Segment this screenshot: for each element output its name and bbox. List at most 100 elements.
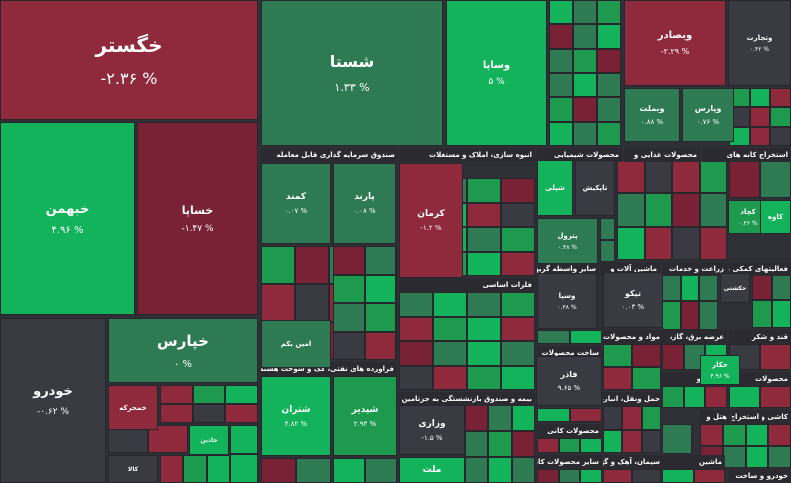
minor-stock-tile[interactable]: [549, 0, 573, 25]
stock-tile[interactable]: خپارس ۰ %: [108, 318, 258, 383]
minor-stock-tile[interactable]: [770, 126, 791, 146]
minor-stock-tile[interactable]: [511, 405, 535, 431]
minor-stock-tile[interactable]: [749, 126, 771, 146]
minor-stock-tile[interactable]: [467, 365, 501, 390]
minor-stock-tile[interactable]: [683, 386, 706, 408]
minor-stock-tile[interactable]: [662, 386, 684, 408]
minor-stock-tile[interactable]: [333, 331, 365, 360]
minor-stock-tile[interactable]: [230, 425, 258, 454]
minor-stock-tile[interactable]: [467, 251, 501, 276]
minor-stock-tile[interactable]: [617, 160, 645, 194]
minor-stock-tile[interactable]: [333, 458, 365, 483]
stock-tile[interactable]: کالا: [108, 455, 158, 483]
minor-stock-tile[interactable]: [467, 341, 501, 366]
minor-stock-tile[interactable]: [749, 88, 771, 108]
minor-stock-tile[interactable]: [752, 300, 772, 328]
stock-tile[interactable]: خودرو -۰.۶۲ %: [0, 318, 106, 483]
stock-tile[interactable]: وزاری -۱.۵ %: [399, 405, 465, 455]
minor-stock-tile[interactable]: [632, 344, 661, 367]
stock-tile[interactable]: فاذر ۹.۶۵ %: [536, 356, 602, 406]
minor-stock-tile[interactable]: [501, 227, 535, 252]
stock-tile[interactable]: تیکو ۰.۰۳ %: [603, 272, 663, 328]
minor-stock-tile[interactable]: [465, 405, 489, 431]
minor-stock-tile[interactable]: [752, 272, 772, 300]
stock-tile[interactable]: وتجارت ۰.۴۲ %: [728, 0, 791, 86]
minor-stock-tile[interactable]: [261, 458, 296, 483]
stock-tile[interactable]: خبهمن ۴.۹۶ %: [0, 122, 135, 315]
minor-stock-tile[interactable]: [333, 303, 365, 332]
minor-stock-tile[interactable]: [745, 424, 769, 446]
minor-stock-tile[interactable]: [680, 272, 700, 301]
minor-stock-tile[interactable]: [622, 429, 642, 453]
minor-stock-tile[interactable]: [364, 274, 396, 303]
minor-stock-tile[interactable]: [700, 424, 723, 446]
minor-stock-tile[interactable]: [597, 97, 621, 122]
minor-stock-tile[interactable]: [549, 24, 573, 49]
minor-stock-tile[interactable]: [364, 246, 396, 275]
minor-stock-tile[interactable]: [771, 300, 791, 328]
minor-stock-tile[interactable]: [603, 469, 632, 483]
stock-tile[interactable]: پارند ۰.۰۸ %: [333, 163, 396, 244]
minor-stock-tile[interactable]: [597, 121, 621, 146]
minor-stock-tile[interactable]: [399, 365, 433, 390]
minor-stock-tile[interactable]: [501, 341, 535, 366]
stock-tile[interactable]: شپلی: [537, 160, 573, 216]
minor-stock-tile[interactable]: [537, 438, 559, 453]
stock-tile[interactable]: امین یکم: [261, 320, 331, 368]
minor-stock-tile[interactable]: [364, 331, 396, 360]
minor-stock-tile[interactable]: [467, 227, 501, 252]
minor-stock-tile[interactable]: [573, 97, 597, 122]
minor-stock-tile[interactable]: [760, 344, 791, 370]
minor-stock-tile[interactable]: [597, 48, 621, 73]
minor-stock-tile[interactable]: [760, 160, 791, 198]
minor-stock-tile[interactable]: [501, 365, 535, 390]
minor-stock-tile[interactable]: [573, 48, 597, 73]
stock-tile[interactable]: خساپا -۱.۴۷ %: [137, 122, 258, 315]
minor-stock-tile[interactable]: [641, 406, 661, 430]
minor-stock-tile[interactable]: [501, 251, 535, 276]
minor-stock-tile[interactable]: [760, 386, 791, 408]
minor-stock-tile[interactable]: [501, 316, 535, 341]
minor-stock-tile[interactable]: [662, 469, 694, 483]
minor-stock-tile[interactable]: [488, 405, 512, 431]
minor-stock-tile[interactable]: [549, 97, 573, 122]
minor-stock-tile[interactable]: [580, 438, 602, 453]
minor-stock-tile[interactable]: [295, 284, 329, 322]
minor-stock-tile[interactable]: [569, 330, 602, 344]
stock-tile[interactable]: تاپکیش: [575, 160, 615, 216]
minor-stock-tile[interactable]: [573, 24, 597, 49]
minor-stock-tile[interactable]: [722, 424, 746, 446]
minor-stock-tile[interactable]: [745, 446, 769, 468]
minor-stock-tile[interactable]: [573, 0, 597, 25]
minor-stock-tile[interactable]: [333, 274, 365, 303]
minor-stock-tile[interactable]: [569, 408, 602, 422]
minor-stock-tile[interactable]: [433, 341, 467, 366]
minor-stock-tile[interactable]: [699, 301, 718, 330]
stock-tile[interactable]: وبملت ۰.۸۸ %: [624, 88, 680, 142]
minor-stock-tile[interactable]: [537, 469, 559, 483]
minor-stock-tile[interactable]: [705, 386, 727, 408]
stock-tile[interactable]: شتران ۴.۸۲ %: [261, 376, 331, 456]
minor-stock-tile[interactable]: [617, 226, 645, 260]
minor-stock-tile[interactable]: [501, 202, 535, 227]
minor-stock-tile[interactable]: [467, 178, 501, 203]
stock-tile[interactable]: شپدیر ۲.۹۳ %: [333, 376, 397, 456]
stock-tile[interactable]: کمند ۰.۰۷ %: [261, 163, 331, 244]
minor-stock-tile[interactable]: [729, 160, 760, 198]
minor-stock-tile[interactable]: [597, 0, 621, 25]
minor-stock-tile[interactable]: [722, 446, 746, 468]
minor-stock-tile[interactable]: [511, 457, 535, 483]
minor-stock-tile[interactable]: [537, 408, 570, 422]
minor-stock-tile[interactable]: [501, 292, 535, 317]
minor-stock-tile[interactable]: [225, 385, 258, 404]
minor-stock-tile[interactable]: [549, 73, 573, 98]
minor-stock-tile[interactable]: [511, 431, 535, 457]
minor-stock-tile[interactable]: [644, 160, 672, 194]
minor-stock-tile[interactable]: [662, 424, 692, 454]
minor-stock-tile[interactable]: [693, 469, 725, 483]
minor-stock-tile[interactable]: [433, 292, 467, 317]
minor-stock-tile[interactable]: [699, 272, 718, 301]
minor-stock-tile[interactable]: [261, 246, 295, 284]
minor-stock-tile[interactable]: [261, 284, 295, 322]
minor-stock-tile[interactable]: [662, 301, 681, 330]
